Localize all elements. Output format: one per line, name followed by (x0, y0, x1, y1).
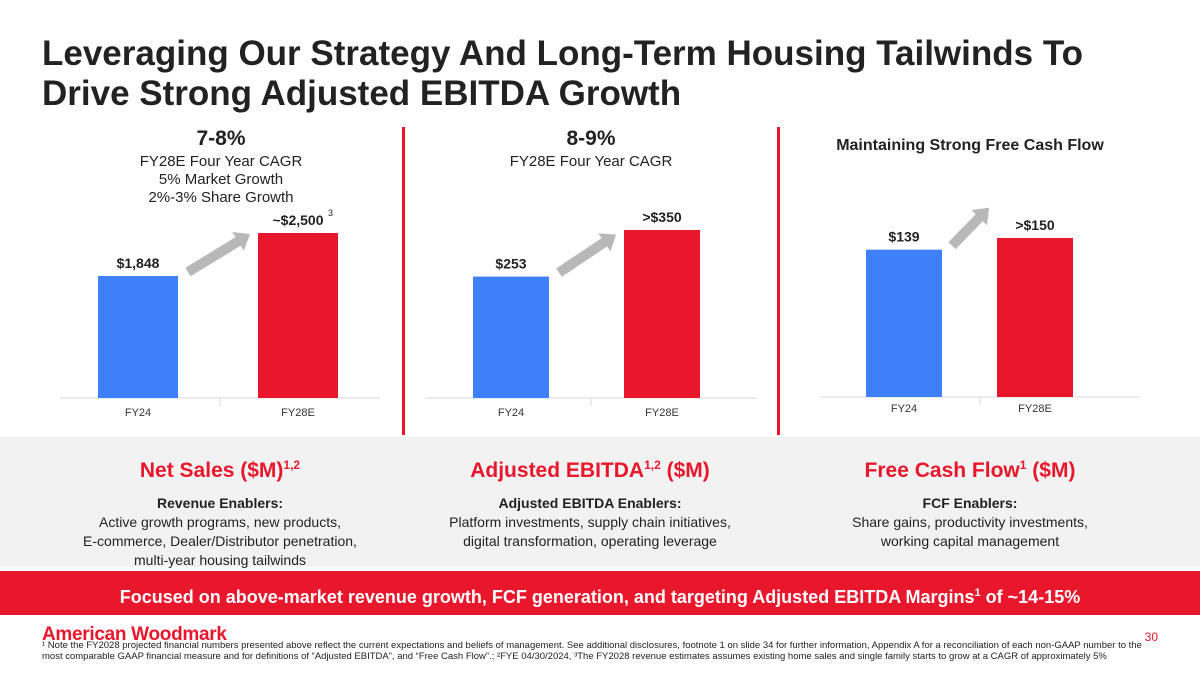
cagr-line: FY28E Four Year CAGR (509, 153, 673, 170)
enabler-line: Share gains, productivity investments, (852, 514, 1088, 530)
free-cash-flow-chart: $139 FY24 >$150 FY28E (820, 207, 1140, 415)
bar-fy28e (258, 233, 338, 398)
enabler-line: multi-year housing tailwinds (134, 552, 306, 568)
enabler-line: Platform investments, supply chain initi… (449, 514, 731, 530)
panel-free-cash-flow: Maintaining Strong Free Cash Flow $139 FY… (780, 127, 1160, 435)
tick-label: FY24 (891, 403, 917, 415)
enabler-line: Active growth programs, new products, (99, 514, 341, 530)
panel-net-sales: 7-8% FY28E Four Year CAGR 5% Market Grow… (40, 127, 402, 435)
bar-fy28e (997, 238, 1073, 397)
enabler-heading: Revenue Enablers: (156, 495, 284, 511)
cagr-line: 5% Market Growth (158, 171, 284, 188)
bar-fy24 (98, 276, 178, 398)
data-label: >$150 (1015, 217, 1055, 233)
growth-arrow-icon (185, 232, 250, 277)
enabler-line: working capital management (880, 533, 1060, 549)
adjusted-ebitda-chart: $253 FY24 >$350 FY28E (425, 209, 757, 419)
enabler-line: E-commerce, Dealer/Distributor penetrati… (83, 533, 357, 549)
cagr-line: FY28E Four Year CAGR (139, 153, 303, 170)
enabler-title: Free Cash Flow1 ($M) (864, 458, 1076, 482)
tick-label: FY28E (281, 407, 315, 419)
enabler-title: Adjusted EBITDA1,2 ($M) (470, 458, 710, 482)
cagr-line: 2%-3% Share Growth (148, 189, 294, 206)
data-label: >$350 (642, 209, 682, 225)
footnote: ¹ Note the FY2028 projected financial nu… (42, 640, 1142, 662)
enabler-title: Net Sales ($M)1,2 (139, 458, 301, 482)
page-title: Leveraging Our Strategy And Long-Term Ho… (42, 34, 1083, 113)
company-logo: American Woodmark (42, 624, 227, 645)
bar-fy24 (866, 249, 942, 397)
tick-label: FY24 (498, 407, 524, 419)
enabler-line: digital transformation, operating levera… (463, 533, 717, 549)
tick-label: FY24 (125, 407, 151, 419)
enablers-band (0, 437, 1200, 567)
cagr-headline: 8-9% (566, 127, 616, 150)
panel-divider (402, 127, 405, 435)
enabler-heading: FCF Enablers: (922, 495, 1018, 511)
net-sales-chart: $1,848 FY24 ~$2,500 FY28E 3 (60, 208, 380, 419)
bar-fy24 (473, 276, 549, 398)
data-label: $139 (888, 229, 919, 245)
cagr-headline: 7-8% (196, 127, 246, 150)
net-sales-enablers: Net Sales ($M)1,2 Revenue Enablers: Acti… (40, 450, 400, 570)
fcf-heading: Maintaining Strong Free Cash Flow (836, 137, 1104, 154)
data-label: $1,848 (117, 255, 160, 271)
data-label: ~$2,500 (273, 212, 324, 228)
growth-arrow-icon (948, 207, 989, 250)
page-number: 30 (1144, 630, 1158, 644)
panel-divider (777, 127, 780, 435)
data-label: $253 (495, 256, 526, 272)
ebitda-enablers: Adjusted EBITDA1,2 ($M) Adjusted EBITDA … (410, 450, 770, 551)
panel-adjusted-ebitda: 8-9% FY28E Four Year CAGR $253 FY24 >$350 F… (405, 127, 777, 435)
label-footnote: 3 (328, 208, 333, 218)
fcf-enablers: Free Cash Flow1 ($M) FCF Enablers: Share… (790, 450, 1150, 551)
tick-label: FY28E (645, 407, 679, 419)
tick-label: FY28E (1018, 403, 1052, 415)
enabler-heading: Adjusted EBITDA Enablers: (498, 495, 682, 511)
bar-fy28e (624, 230, 700, 398)
growth-arrow-icon (556, 233, 616, 277)
strategy-banner: Focused on above-market revenue growth, … (0, 571, 1200, 615)
